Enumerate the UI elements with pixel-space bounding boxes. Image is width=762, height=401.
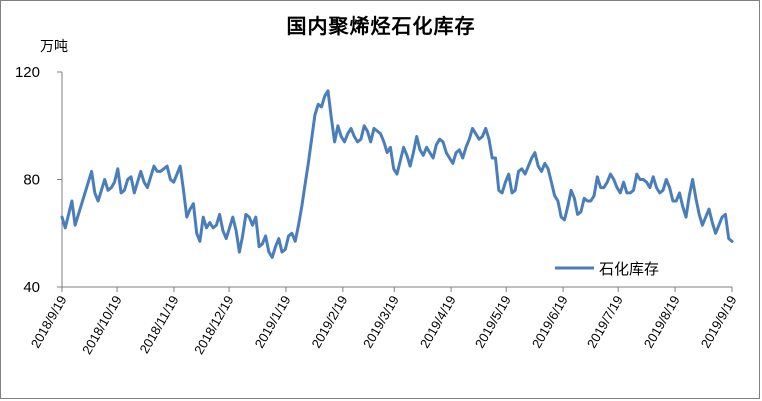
x-tick-label: 2018/11/19 (137, 293, 182, 356)
y-tick-label: 40 (23, 279, 40, 296)
x-tick-label: 2018/12/19 (191, 293, 237, 357)
y-axis-unit-label: 万吨 (40, 39, 68, 55)
x-tick-label: 2019/4/19 (417, 293, 459, 351)
x-tick-label: 2018/9/19 (28, 293, 70, 351)
legend-label: 石化库存 (599, 260, 659, 278)
x-tick-label: 2019/8/19 (641, 293, 683, 351)
y-tick-label: 80 (23, 172, 40, 189)
series-line (60, 89, 734, 259)
chart-title: 国内聚烯烃石化库存 (286, 14, 476, 38)
x-tick-label: 2018/10/19 (79, 293, 125, 357)
x-tick-label: 2019/9/19 (698, 293, 740, 351)
x-tick-label: 2019/5/19 (472, 293, 514, 351)
x-tick-label: 2019/3/19 (360, 293, 402, 351)
x-tick-label: 2019/1/19 (252, 293, 294, 351)
x-tick-label: 2019/6/19 (529, 293, 571, 351)
x-tick-label: 2019/2/19 (309, 293, 351, 351)
y-tick-label: 120 (15, 64, 40, 81)
x-tick-label: 2019/7/19 (584, 293, 626, 351)
